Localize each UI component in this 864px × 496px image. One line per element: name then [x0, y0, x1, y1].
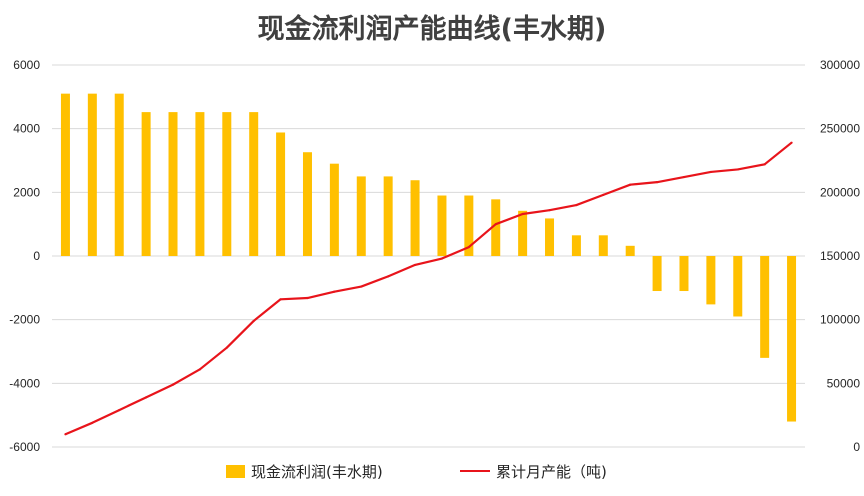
bar	[383, 176, 393, 256]
left-tick-label: -2000	[9, 313, 40, 327]
left-tick-label: 4000	[13, 122, 40, 136]
bar	[60, 93, 70, 257]
bar-series	[60, 93, 797, 422]
bar	[195, 112, 205, 256]
bar	[87, 93, 97, 257]
bar	[222, 112, 232, 256]
line-point	[225, 346, 228, 349]
legend: 现金流利润(丰水期) 累计月产能（吨)	[226, 463, 607, 481]
line-point	[575, 203, 578, 207]
bar	[571, 235, 581, 256]
right-tick-label: 300000	[820, 58, 860, 72]
grid-lines	[52, 64, 805, 448]
right-tick-label: 250000	[820, 122, 860, 136]
bar	[652, 256, 662, 292]
line-point	[91, 421, 94, 424]
bar	[679, 256, 689, 292]
left-tick-label: 2000	[13, 185, 40, 199]
bar	[545, 218, 555, 256]
bar	[491, 199, 501, 256]
bar	[302, 152, 312, 256]
bar	[625, 245, 635, 256]
right-axis-ticks: 300000 250000 200000 150000 100000 50000 0	[820, 58, 860, 454]
line-point	[171, 383, 175, 386]
left-tick-label: 0	[33, 249, 40, 263]
bar	[249, 112, 259, 256]
line-point	[64, 433, 67, 436]
bar	[464, 195, 474, 256]
line-point	[279, 298, 282, 301]
line-series	[64, 141, 793, 436]
legend-bar-swatch	[226, 465, 245, 478]
bar	[598, 235, 608, 256]
bar	[410, 180, 420, 256]
left-tick-label: -4000	[9, 376, 40, 390]
line-point	[413, 263, 417, 267]
line-point	[763, 163, 766, 166]
chart-title: 现金流利润产能曲线(丰水期)	[258, 13, 607, 45]
bar	[141, 112, 151, 256]
line-point	[709, 170, 712, 174]
right-tick-label: 150000	[820, 249, 860, 263]
line-point	[521, 212, 524, 216]
bar	[276, 132, 286, 256]
bar	[168, 112, 178, 256]
line-point	[198, 368, 202, 371]
line-point	[655, 181, 659, 184]
line-point	[360, 285, 363, 288]
legend-bar-label: 现金流利润(丰水期)	[251, 463, 383, 481]
right-tick-label: 50000	[827, 376, 861, 390]
bar	[437, 195, 447, 256]
line-point	[629, 183, 632, 186]
left-axis-ticks: 6000 4000 2000 0 -2000 -4000 -6000	[9, 58, 40, 454]
right-tick-label: 100000	[820, 313, 860, 327]
line-point	[467, 245, 470, 249]
line-point	[790, 141, 793, 144]
line-point	[118, 408, 121, 412]
line-point	[387, 275, 390, 278]
line-point	[440, 257, 444, 260]
line-point	[306, 296, 309, 300]
bar	[706, 256, 716, 305]
line-point	[736, 168, 739, 171]
line-point	[602, 193, 605, 196]
bar	[760, 256, 770, 358]
bar	[787, 256, 797, 422]
line-point	[494, 223, 497, 226]
line-path	[65, 141, 793, 436]
bar	[356, 176, 366, 256]
left-tick-label: 6000	[13, 58, 40, 72]
bar	[114, 93, 124, 257]
right-tick-label: 200000	[820, 185, 860, 199]
bar	[329, 163, 339, 256]
left-tick-label: -6000	[9, 440, 40, 454]
line-point	[145, 396, 148, 399]
bar	[733, 256, 743, 317]
bar	[518, 210, 528, 256]
right-tick-label: 0	[853, 440, 860, 454]
legend-line-label: 累计月产能（吨)	[496, 463, 607, 481]
line-point	[333, 290, 336, 293]
line-point	[682, 175, 686, 179]
line-point	[252, 319, 255, 323]
line-point	[548, 209, 551, 212]
